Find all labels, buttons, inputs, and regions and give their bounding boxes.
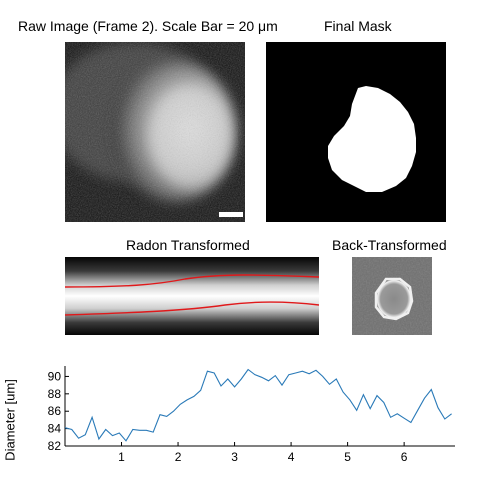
- y-tick-label: 90: [48, 369, 62, 383]
- x-tick-label: 6: [401, 450, 408, 464]
- y-tick-label: 88: [48, 387, 62, 401]
- mask-blob: [328, 86, 416, 192]
- y-axis-label: Diameter [um]: [2, 379, 18, 461]
- x-tick-label: 4: [288, 450, 295, 464]
- radon-upper-boundary: [65, 274, 319, 288]
- x-tick-label: 5: [344, 450, 351, 464]
- radon-transformed-panel: [65, 257, 319, 335]
- y-tick-label: 86: [48, 404, 62, 418]
- back-transformed-panel: [352, 257, 432, 335]
- scale-bar: [219, 212, 243, 217]
- raw-image-panel: [65, 42, 245, 222]
- diameter-series-line: [64, 368, 452, 442]
- final-mask-title: Final Mask: [324, 18, 392, 34]
- radon-image: [65, 257, 319, 335]
- x-tick-label: 1: [118, 450, 125, 464]
- y-tick-label: 84: [48, 422, 62, 436]
- final-mask-image: [266, 42, 446, 222]
- diameter-chart: 1 2 3 4 5 6 82 84 86 88 90: [48, 366, 455, 464]
- final-mask-panel: [266, 42, 446, 222]
- raw-image: [65, 42, 245, 222]
- raw-image-title: Raw Image (Frame 2). Scale Bar = 20 μm: [18, 18, 278, 34]
- x-tick-label: 2: [175, 450, 182, 464]
- radon-lower-boundary: [65, 301, 319, 316]
- back-transformed-title: Back-Transformed: [332, 237, 447, 253]
- back-transformed-image: [352, 257, 432, 335]
- x-tick-label: 3: [231, 450, 238, 464]
- y-tick-label: 82: [48, 439, 62, 453]
- radon-transformed-title: Radon Transformed: [126, 237, 250, 253]
